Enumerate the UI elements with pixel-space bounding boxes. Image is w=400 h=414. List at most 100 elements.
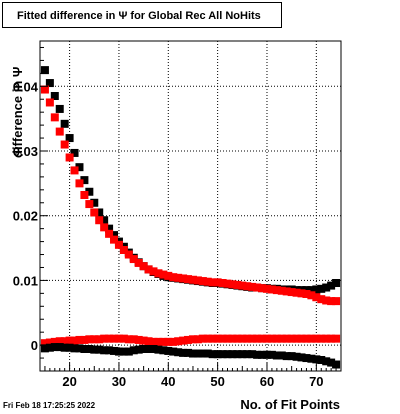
data-point xyxy=(179,274,188,283)
data-point xyxy=(277,351,286,360)
data-point xyxy=(90,198,99,207)
data-point xyxy=(70,344,79,353)
data-series xyxy=(40,66,341,369)
data-point xyxy=(100,334,109,343)
data-point xyxy=(248,334,257,343)
data-point xyxy=(40,85,49,94)
data-point xyxy=(272,351,281,360)
data-point xyxy=(208,278,217,287)
data-point xyxy=(154,337,163,346)
data-point xyxy=(184,275,193,284)
data-point xyxy=(75,335,84,344)
data-point xyxy=(327,281,336,290)
data-point xyxy=(85,200,94,209)
data-point xyxy=(60,140,69,149)
data-point xyxy=(164,271,173,280)
data-point xyxy=(213,350,222,359)
data-point xyxy=(65,153,74,162)
data-point xyxy=(100,216,109,225)
data-point xyxy=(184,348,193,357)
data-point xyxy=(327,334,336,343)
data-point xyxy=(105,224,114,233)
data-point xyxy=(322,296,331,305)
data-point xyxy=(312,285,321,294)
data-point xyxy=(100,346,109,355)
data-point xyxy=(149,337,158,346)
data-point xyxy=(50,337,59,346)
data-point xyxy=(312,293,321,302)
data-point xyxy=(90,208,99,217)
data-point xyxy=(258,350,267,359)
data-point xyxy=(297,289,306,298)
data-point xyxy=(75,163,84,172)
data-point xyxy=(45,343,54,352)
data-point xyxy=(193,349,202,358)
data-point xyxy=(65,134,74,143)
data-point xyxy=(184,335,193,344)
data-point xyxy=(144,265,153,274)
data-point xyxy=(188,275,197,284)
data-point xyxy=(198,334,207,343)
data-point xyxy=(322,357,331,366)
data-point xyxy=(267,334,276,343)
data-point xyxy=(312,355,321,364)
data-point xyxy=(55,104,64,113)
data-point xyxy=(218,334,227,343)
x-axis-title: No. of Fit Points xyxy=(240,397,340,412)
data-point xyxy=(253,283,262,292)
data-point xyxy=(174,273,183,282)
data-point xyxy=(149,345,158,353)
data-point xyxy=(60,337,69,346)
data-point xyxy=(287,334,296,343)
data-point xyxy=(50,343,59,352)
data-point xyxy=(55,343,64,352)
data-point xyxy=(129,335,138,344)
data-point xyxy=(95,345,104,354)
data-point xyxy=(105,346,114,355)
data-point xyxy=(322,334,331,343)
data-point xyxy=(50,113,59,122)
data-point xyxy=(129,346,138,355)
data-point xyxy=(134,335,143,344)
data-point xyxy=(322,283,331,292)
data-point xyxy=(110,235,119,244)
data-point xyxy=(124,250,133,259)
data-point xyxy=(307,354,316,363)
data-point xyxy=(55,337,64,346)
data-point xyxy=(193,276,202,285)
data-point xyxy=(292,334,301,343)
x-tick-label: 20 xyxy=(62,374,76,389)
data-point xyxy=(80,191,89,199)
data-point xyxy=(95,216,104,225)
data-point xyxy=(169,273,178,282)
data-point xyxy=(114,240,123,249)
data-point xyxy=(287,352,296,361)
data-point xyxy=(233,280,242,289)
axis-ticks: 20 30 40 50 60 70 0 0.01 0.02 0.03 0.04 xyxy=(13,46,342,389)
y-tick-label: 0 xyxy=(31,338,38,353)
series-black-0 xyxy=(40,66,341,295)
data-point xyxy=(90,335,99,344)
data-point xyxy=(110,231,119,240)
data-point xyxy=(198,349,207,358)
data-point xyxy=(213,278,222,287)
data-point xyxy=(297,334,306,343)
data-point xyxy=(243,334,252,343)
data-point xyxy=(218,350,227,359)
data-point xyxy=(228,280,237,289)
y-tick-label: 0.01 xyxy=(13,273,38,288)
data-point xyxy=(327,297,336,306)
x-tick-label: 70 xyxy=(309,374,323,389)
data-point xyxy=(228,334,237,343)
data-point xyxy=(248,350,257,359)
data-point xyxy=(45,338,54,347)
x-tick-label: 60 xyxy=(260,374,274,389)
data-point xyxy=(40,344,49,353)
series-red-1 xyxy=(40,85,341,306)
series-black-3 xyxy=(40,343,341,369)
data-point xyxy=(85,345,94,353)
data-point xyxy=(277,334,286,343)
data-point xyxy=(114,347,123,356)
data-point xyxy=(238,281,247,290)
